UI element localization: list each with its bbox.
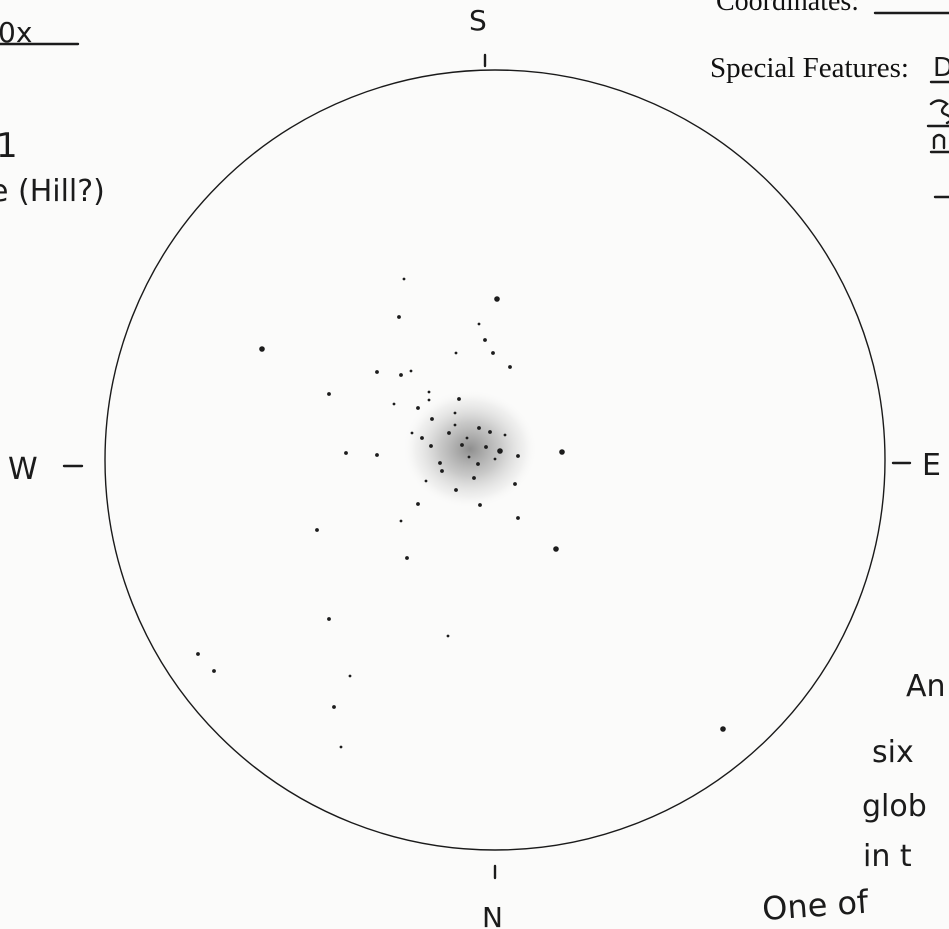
star: [497, 448, 503, 454]
description-line-1: An: [906, 669, 946, 704]
star: [478, 503, 482, 507]
star: [472, 476, 476, 480]
star: [559, 449, 565, 455]
star: [327, 392, 331, 396]
description-line-3: glob: [862, 789, 927, 824]
star: [454, 488, 458, 492]
left-note-line-2: e (Hill?): [0, 174, 105, 209]
star: [453, 411, 457, 415]
star: [430, 417, 434, 421]
star-field: [196, 277, 726, 749]
star: [488, 430, 492, 434]
special-features-label: Special Features:: [710, 52, 909, 84]
star: [440, 469, 444, 473]
star: [332, 705, 336, 709]
compass-north: N: [482, 901, 503, 929]
star: [315, 528, 319, 532]
star: [477, 322, 481, 326]
star: [402, 277, 406, 281]
star: [513, 482, 517, 486]
star: [405, 556, 409, 560]
star: [196, 652, 200, 656]
star: [460, 443, 464, 447]
star: [493, 457, 497, 461]
star: [399, 373, 403, 377]
field-of-view-circle: [104, 69, 886, 851]
special-features-fragment: D: [933, 53, 949, 83]
left-note-line-1: 1: [0, 126, 18, 166]
star: [446, 634, 450, 638]
star: [327, 617, 331, 621]
star: [410, 431, 414, 435]
star: [427, 390, 431, 394]
star: [259, 346, 265, 352]
star: [392, 402, 396, 406]
star: [409, 369, 413, 373]
star: [399, 519, 403, 523]
star: [339, 745, 343, 749]
star: [494, 296, 500, 302]
description-line-2: six: [872, 735, 914, 770]
star: [476, 462, 480, 466]
star: [416, 406, 420, 410]
star: [508, 365, 512, 369]
star: [447, 431, 451, 435]
star: [375, 453, 379, 457]
star: [457, 397, 461, 401]
compass-south: S: [469, 4, 487, 37]
compass-west: W: [8, 452, 38, 487]
star: [553, 546, 559, 552]
star: [720, 726, 726, 732]
star: [484, 445, 488, 449]
star: [429, 444, 433, 448]
star: [453, 423, 457, 427]
star: [212, 669, 216, 673]
star: [465, 436, 469, 440]
star: [420, 436, 424, 440]
description-line-5: One of: [761, 883, 870, 928]
star: [477, 426, 481, 430]
star: [483, 338, 487, 342]
star: [348, 674, 352, 678]
star: [503, 433, 507, 437]
star: [375, 370, 379, 374]
special-features-notes: [926, 99, 949, 199]
star: [516, 516, 520, 520]
star: [344, 451, 348, 455]
star: [454, 351, 458, 355]
coordinates-label: Coordinates:: [716, 0, 859, 17]
star: [491, 351, 495, 355]
star: [467, 455, 471, 459]
star: [427, 398, 431, 402]
description-line-4: in t: [863, 839, 912, 874]
star: [397, 315, 401, 319]
star: [416, 502, 420, 506]
star: [516, 454, 520, 458]
compass-east: E: [922, 448, 941, 483]
cluster-core-glow: [402, 389, 538, 509]
star: [438, 461, 442, 465]
star: [424, 479, 428, 483]
